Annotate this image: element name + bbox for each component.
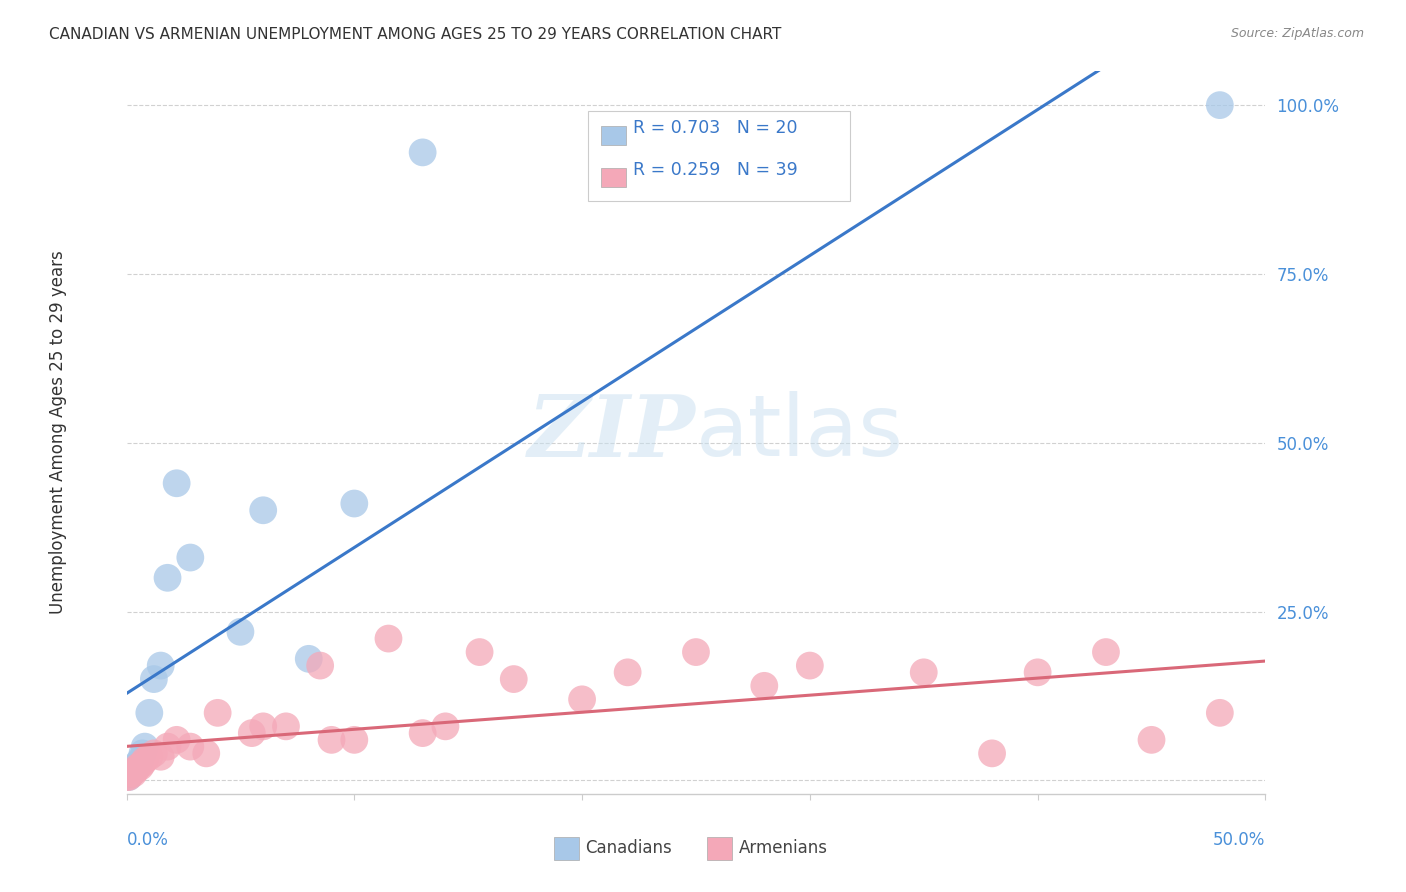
- Point: [131, 756, 153, 771]
- Point: [120, 766, 142, 780]
- Point: [412, 726, 434, 740]
- Point: [799, 658, 821, 673]
- Point: [321, 732, 343, 747]
- Point: [616, 665, 638, 680]
- Point: [179, 550, 201, 565]
- Text: 0.0%: 0.0%: [127, 831, 169, 849]
- Point: [134, 753, 156, 767]
- FancyBboxPatch shape: [602, 126, 627, 145]
- Point: [274, 719, 297, 733]
- Point: [412, 145, 434, 160]
- Point: [122, 766, 145, 780]
- Point: [122, 764, 145, 778]
- FancyBboxPatch shape: [707, 838, 733, 861]
- Point: [343, 496, 366, 510]
- Point: [309, 658, 332, 673]
- Point: [685, 645, 707, 659]
- Text: R = 0.259   N = 39: R = 0.259 N = 39: [633, 161, 799, 178]
- FancyBboxPatch shape: [588, 112, 849, 202]
- Point: [156, 739, 179, 754]
- Point: [1209, 98, 1232, 112]
- Text: Source: ZipAtlas.com: Source: ZipAtlas.com: [1230, 27, 1364, 40]
- Text: atlas: atlas: [696, 391, 904, 475]
- Point: [134, 739, 156, 754]
- Point: [207, 706, 229, 720]
- Point: [1026, 665, 1049, 680]
- Point: [131, 747, 153, 761]
- Point: [229, 624, 252, 639]
- Point: [252, 503, 274, 517]
- Point: [142, 747, 165, 761]
- Text: CANADIAN VS ARMENIAN UNEMPLOYMENT AMONG AGES 25 TO 29 YEARS CORRELATION CHART: CANADIAN VS ARMENIAN UNEMPLOYMENT AMONG …: [49, 27, 782, 42]
- Point: [298, 652, 321, 666]
- Point: [156, 571, 179, 585]
- Point: [127, 760, 149, 774]
- Text: Unemployment Among Ages 25 to 29 years: Unemployment Among Ages 25 to 29 years: [49, 251, 67, 615]
- Point: [1140, 732, 1163, 747]
- Point: [149, 749, 172, 764]
- Point: [377, 632, 399, 646]
- Point: [124, 760, 146, 774]
- Point: [142, 672, 165, 686]
- Text: Canadians: Canadians: [585, 839, 672, 857]
- Point: [1095, 645, 1118, 659]
- Point: [127, 756, 149, 771]
- Point: [166, 732, 188, 747]
- Point: [502, 672, 524, 686]
- Point: [129, 753, 152, 767]
- Point: [166, 476, 188, 491]
- Point: [138, 749, 160, 764]
- Point: [343, 732, 366, 747]
- Point: [179, 739, 201, 754]
- FancyBboxPatch shape: [554, 838, 579, 861]
- Point: [912, 665, 935, 680]
- Point: [252, 719, 274, 733]
- Text: ZIP: ZIP: [529, 391, 696, 475]
- Point: [468, 645, 491, 659]
- Point: [138, 706, 160, 720]
- Point: [981, 747, 1004, 761]
- Point: [115, 770, 138, 784]
- Point: [124, 764, 146, 778]
- Point: [434, 719, 457, 733]
- Text: Armenians: Armenians: [740, 839, 828, 857]
- Point: [571, 692, 593, 706]
- Point: [129, 760, 152, 774]
- Text: R = 0.703   N = 20: R = 0.703 N = 20: [633, 119, 797, 136]
- Point: [754, 679, 776, 693]
- FancyBboxPatch shape: [602, 168, 627, 187]
- Point: [118, 770, 141, 784]
- Point: [118, 770, 141, 784]
- Point: [120, 766, 142, 780]
- Point: [1209, 706, 1232, 720]
- Point: [240, 726, 263, 740]
- Point: [195, 747, 218, 761]
- Text: 50.0%: 50.0%: [1213, 831, 1265, 849]
- Point: [149, 658, 172, 673]
